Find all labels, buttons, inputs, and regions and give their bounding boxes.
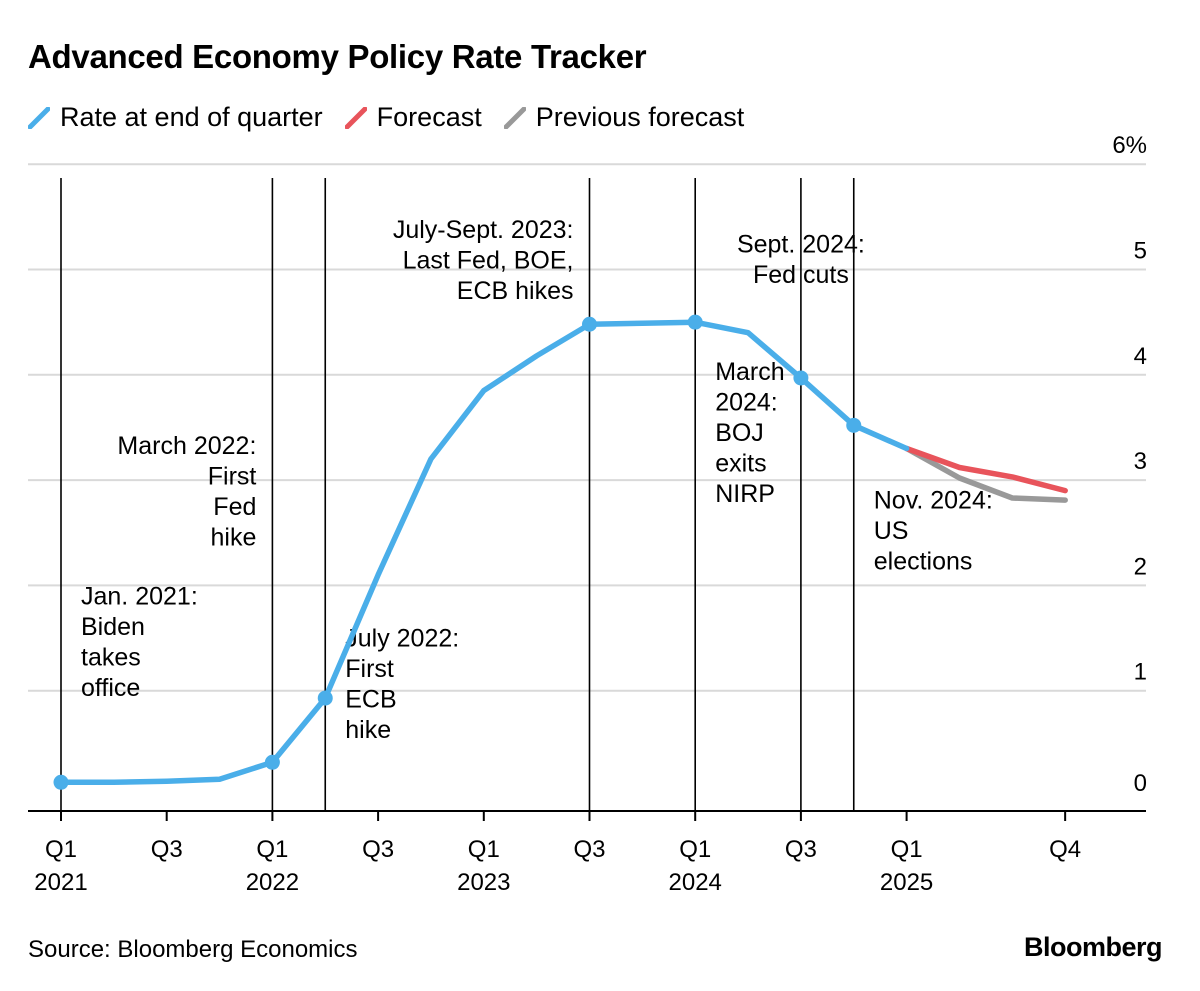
legend-label-previous-forecast: Previous forecast [535, 102, 745, 132]
event-label-3-line-0: July-Sept. 2023: [393, 216, 574, 244]
x-tick-year-0: 2021 [34, 869, 87, 896]
event-label-1-line-1: First [208, 462, 257, 490]
data-point-5 [793, 370, 809, 386]
x-tick-label-3: Q3 [362, 836, 394, 863]
event-label-5-line-1: Fed cuts [753, 261, 849, 289]
legend-swatch-forecast-line [344, 106, 367, 129]
event-label-1-line-2: Fed [213, 493, 256, 521]
y-tick-label-1: 1 [1134, 659, 1147, 686]
event-label-0-line-3: office [81, 674, 140, 702]
x-tick-year-2: 2022 [246, 869, 299, 896]
legend-item-forecast: Forecast [344, 102, 482, 133]
x-tick-year-8: 2025 [880, 869, 933, 896]
event-label-4-line-4: NIRP [715, 480, 775, 508]
event-label-2-line-1: First [345, 655, 394, 683]
legend-swatch-rate [28, 106, 50, 129]
x-tick-label-2: Q1 [256, 836, 288, 863]
series-line-1 [903, 445, 1068, 494]
event-label-6-line-2: elections [874, 548, 973, 576]
legend: Rate at end of quarter Forecast Previous… [28, 102, 766, 133]
event-label-4-line-0: March [715, 358, 784, 386]
y-tick-label-2: 2 [1134, 553, 1147, 580]
legend-swatch-previous-forecast-line [503, 106, 526, 129]
event-label-6-line-0: Nov. 2024: [874, 487, 993, 515]
y-tick-label-4: 4 [1134, 343, 1147, 370]
x-tick-label-6: Q1 [679, 836, 711, 863]
event-label-4-line-3: exits [715, 450, 766, 478]
x-tick-label-5: Q3 [573, 836, 605, 863]
x-tick-year-4: 2023 [457, 869, 510, 896]
data-point-3 [582, 316, 597, 332]
data-point-2 [317, 690, 333, 706]
legend-label-forecast: Forecast [376, 102, 482, 132]
legend-item-previous-forecast: Previous forecast [503, 102, 745, 133]
x-tick-label-8: Q1 [891, 836, 923, 863]
event-label-1-line-0: March 2022: [117, 432, 256, 460]
event-label-4-line-2: BOJ [715, 419, 764, 447]
x-tick-label-7: Q3 [785, 836, 817, 863]
y-tick-label-0: 0 [1134, 770, 1147, 797]
legend-swatch-previous-forecast [503, 106, 526, 129]
chart-title: Advanced Economy Policy Rate Tracker [28, 38, 647, 75]
data-point-4 [687, 314, 703, 330]
x-tick-label-1: Q3 [151, 836, 183, 863]
legend-swatch-forecast [344, 106, 367, 129]
event-label-3-line-2: ECB hikes [457, 277, 574, 305]
y-tick-label-6: 6% [1112, 132, 1147, 159]
event-label-1-line-3: hike [211, 523, 257, 551]
source-note: Source: Bloomberg Economics [28, 936, 358, 963]
data-point-0 [53, 774, 69, 790]
legend-label-rate: Rate at end of quarter [60, 102, 323, 132]
event-label-2-line-0: July 2022: [345, 624, 459, 652]
event-label-0-line-1: Biden [81, 613, 145, 641]
legend-item-rate: Rate at end of quarter [28, 102, 323, 133]
event-label-0-line-2: takes [81, 643, 141, 671]
data-point-6 [846, 417, 862, 433]
y-tick-label-5: 5 [1134, 238, 1147, 265]
x-tick-year-6: 2024 [669, 869, 722, 896]
x-tick-label-0: Q1 [45, 836, 77, 863]
x-tick-label-9: Q4 [1049, 836, 1081, 863]
event-label-6-line-1: US [874, 517, 909, 545]
event-label-0-line-0: Jan. 2021: [81, 582, 198, 610]
data-point-1 [264, 754, 280, 770]
y-tick-label-3: 3 [1134, 448, 1147, 475]
event-label-2-line-3: hike [345, 716, 391, 744]
event-label-3-line-1: Last Fed, BOE, [403, 246, 574, 274]
legend-swatch-rate-line [28, 106, 50, 129]
event-label-2-line-2: ECB [345, 685, 396, 713]
series-line-2 [903, 445, 1068, 503]
event-label-4-line-1: 2024: [715, 389, 778, 417]
series-line-0 [58, 319, 910, 786]
bloomberg-logo: Bloomberg [1023, 932, 1163, 962]
x-tick-label-4: Q1 [468, 836, 500, 863]
event-label-5-line-0: Sept. 2024: [737, 231, 865, 259]
